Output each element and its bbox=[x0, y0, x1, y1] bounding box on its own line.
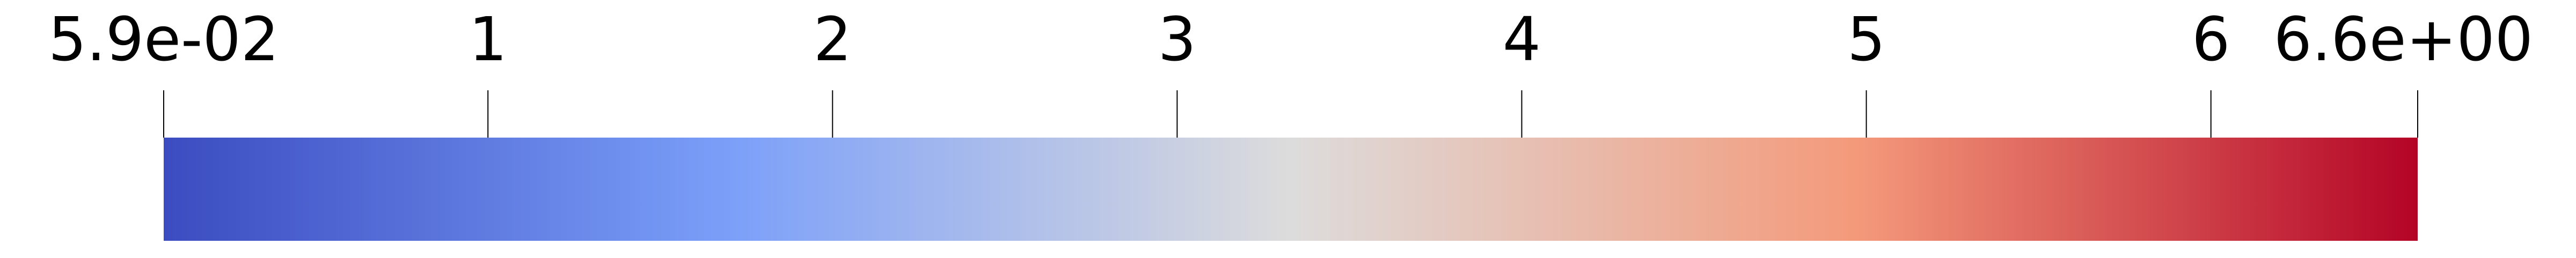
tick-group: 5.9e-02 1 2 3 4 5 6 6.6e+00 bbox=[48, 5, 2533, 138]
tick-label: 3 bbox=[1158, 5, 1196, 75]
tick-label: 2 bbox=[814, 5, 852, 75]
tick-label: 5.9e-02 bbox=[48, 5, 279, 75]
tick-label: 5 bbox=[1847, 5, 1885, 75]
colorbar-gradient bbox=[164, 138, 2418, 241]
tick-label: 6 bbox=[2192, 5, 2230, 75]
tick-label: 4 bbox=[1503, 5, 1541, 75]
tick-label: 1 bbox=[469, 5, 507, 75]
tick-label: 6.6e+00 bbox=[2274, 5, 2533, 75]
